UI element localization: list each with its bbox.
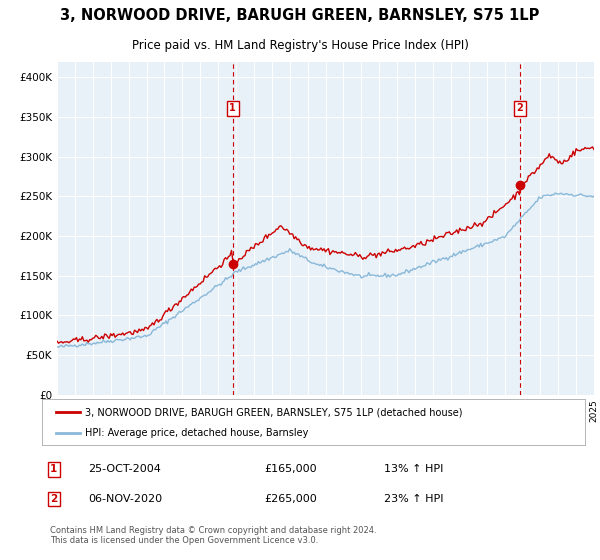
Text: 06-NOV-2020: 06-NOV-2020: [88, 494, 162, 504]
Text: Contains HM Land Registry data © Crown copyright and database right 2024.
This d: Contains HM Land Registry data © Crown c…: [50, 525, 377, 545]
Text: 3, NORWOOD DRIVE, BARUGH GREEN, BARNSLEY, S75 1LP: 3, NORWOOD DRIVE, BARUGH GREEN, BARNSLEY…: [61, 8, 539, 23]
Text: £265,000: £265,000: [265, 494, 317, 504]
Text: 13% ↑ HPI: 13% ↑ HPI: [384, 464, 443, 474]
Text: 2: 2: [517, 103, 523, 113]
Text: 2: 2: [50, 494, 58, 504]
Text: 23% ↑ HPI: 23% ↑ HPI: [384, 494, 443, 504]
Text: £165,000: £165,000: [265, 464, 317, 474]
Text: Price paid vs. HM Land Registry's House Price Index (HPI): Price paid vs. HM Land Registry's House …: [131, 39, 469, 53]
Text: 25-OCT-2004: 25-OCT-2004: [88, 464, 161, 474]
Text: 1: 1: [229, 103, 236, 113]
Text: HPI: Average price, detached house, Barnsley: HPI: Average price, detached house, Barn…: [85, 428, 309, 438]
Text: 1: 1: [50, 464, 58, 474]
Text: 3, NORWOOD DRIVE, BARUGH GREEN, BARNSLEY, S75 1LP (detached house): 3, NORWOOD DRIVE, BARUGH GREEN, BARNSLEY…: [85, 407, 463, 417]
